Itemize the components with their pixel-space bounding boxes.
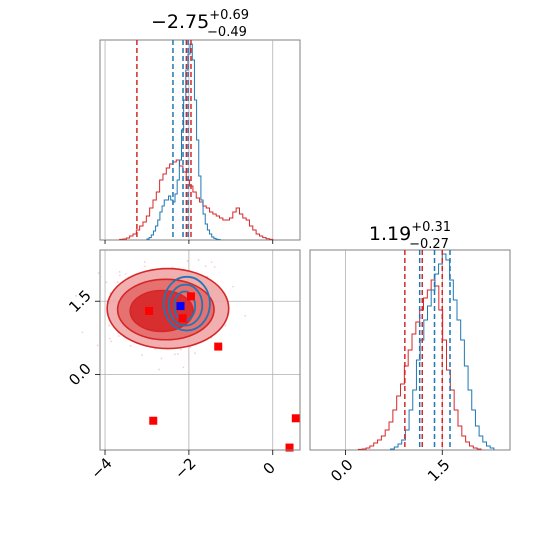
- scatter-point: [180, 348, 182, 351]
- x-tick-label: 0.0: [327, 456, 357, 486]
- scatter-point: [197, 259, 200, 261]
- red-marker: [145, 306, 154, 315]
- scatter-point: [117, 335, 120, 337]
- scatter-point: [97, 272, 100, 275]
- panel-hist-param2-quantile-lines: [404, 250, 451, 450]
- y-tick-label: 1.5: [65, 286, 95, 316]
- panel-hist-param2-ticks: 0.0 1.5: [327, 450, 454, 486]
- scatter-point: [177, 353, 179, 355]
- panel-contour: −4 −2 0 0.0 1.5: [65, 249, 301, 483]
- scatter-point: [204, 265, 207, 268]
- panel-hist-param2-title-sub: −0.27: [409, 237, 449, 252]
- panel-hist-param1-quantile-lines: [136, 40, 192, 240]
- scatter-point: [213, 266, 216, 268]
- scatter-point: [194, 352, 196, 355]
- scatter-point: [143, 261, 146, 263]
- red-contour-level: [129, 289, 194, 333]
- scatter-point: [108, 337, 111, 340]
- panel-hist-param1: −2.75+0.69 −0.49: [99, 8, 301, 244]
- panel-hist-param2-histograms: [357, 253, 495, 450]
- panel-hist-param2-frame: [309, 249, 511, 451]
- scatter-point: [173, 353, 176, 356]
- x-tick-label: 1.5: [424, 456, 454, 486]
- scatter-point: [141, 354, 143, 356]
- panel-contour-markers: [145, 292, 300, 452]
- blue-contour-level: [167, 283, 204, 327]
- scatter-point: [116, 281, 119, 284]
- red-marker: [214, 342, 223, 351]
- panel-hist-param2-title-sup: +0.31: [411, 220, 451, 235]
- scatter-point: [124, 273, 127, 275]
- panel-hist-param2-grid: [345, 250, 443, 450]
- panel-hist-param1-title: −2.75+0.69 −0.49: [151, 8, 249, 40]
- panel-contour-red-filled-contours: [106, 267, 230, 350]
- scatter-point: [144, 265, 146, 268]
- panel-hist-param1-title-main: −2.75: [151, 11, 209, 33]
- red-marker: [149, 416, 158, 425]
- blue-marker: [176, 302, 185, 311]
- y-tick-label: 0.0: [65, 360, 95, 390]
- panel-hist-param1-title-sup: +0.69: [209, 8, 249, 23]
- panel-hist-param1-frame: [99, 39, 301, 241]
- red-marker: [178, 314, 187, 323]
- scatter-point: [210, 261, 213, 264]
- red-marker: [186, 292, 195, 301]
- panel-hist-param2: 0.0 1.5 1.19+0.31 −0.27: [309, 220, 511, 486]
- x-tick-label: 0: [259, 459, 278, 478]
- scatter-point: [129, 344, 132, 347]
- panel-hist-param1-title-sub: −0.49: [207, 25, 247, 40]
- red-histogram: [119, 159, 274, 240]
- x-tick-label: −4: [87, 454, 115, 482]
- scatter-point: [182, 366, 185, 369]
- panel-hist-param2-title-main: 1.19: [369, 223, 411, 245]
- scatter-point: [81, 331, 84, 334]
- red-marker: [291, 414, 300, 423]
- scatter-point: [189, 346, 192, 349]
- scatter-point: [186, 260, 189, 262]
- scatter-point: [108, 324, 111, 327]
- scatter-point: [158, 368, 161, 371]
- scatter-point: [110, 340, 113, 343]
- panel-contour-frame: [99, 249, 301, 451]
- scatter-point: [232, 285, 235, 288]
- panel-hist-param1-histograms: [119, 43, 274, 241]
- scatter-point: [118, 274, 121, 277]
- panel-hist-param1-grid: [104, 40, 274, 244]
- x-tick-label: −2: [171, 454, 199, 482]
- scatter-point: [160, 357, 163, 360]
- scatter-point: [96, 344, 99, 347]
- red-marker: [285, 443, 294, 452]
- scatter-point: [224, 324, 227, 327]
- scatter-point: [75, 295, 78, 297]
- scatter-point: [244, 314, 247, 317]
- blue-contour-level: [162, 275, 211, 332]
- scatter-point: [105, 281, 108, 284]
- scatter-point: [118, 270, 121, 273]
- panel-hist-param2-title: 1.19+0.31 −0.27: [369, 220, 451, 252]
